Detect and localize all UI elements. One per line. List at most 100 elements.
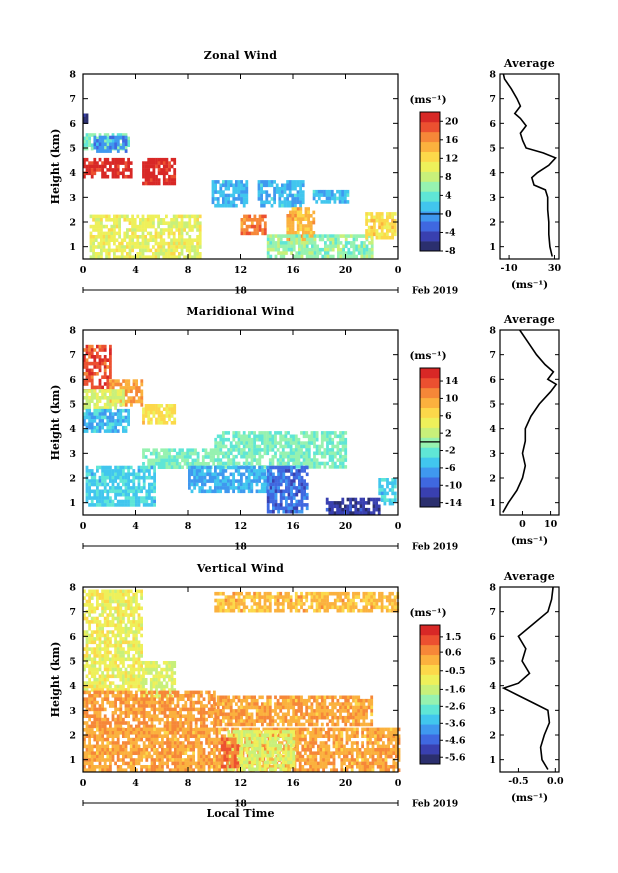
data-cell (180, 238, 184, 242)
data-cell (96, 630, 99, 634)
data-cell (193, 221, 197, 225)
data-cell (274, 486, 278, 490)
data-cell (357, 511, 360, 515)
data-cell (269, 489, 273, 494)
data-cell (131, 218, 134, 222)
data-cell (88, 620, 91, 624)
data-cell (115, 224, 119, 229)
data-cell (336, 444, 340, 449)
data-cell (208, 479, 212, 483)
data-cell (111, 654, 115, 658)
data-cell (245, 479, 248, 483)
data-cell (146, 221, 150, 225)
data-cell (214, 486, 217, 490)
data-cell (219, 719, 223, 723)
data-cell (142, 704, 146, 708)
data-cell (131, 228, 134, 232)
data-cell (170, 157, 174, 162)
data-cell (386, 232, 389, 237)
data-cell (357, 244, 361, 249)
data-cell (147, 157, 151, 162)
data-cell (339, 448, 342, 452)
data-cell (287, 465, 291, 470)
data-cell (88, 606, 91, 611)
data-cell (116, 613, 120, 617)
data-cell (144, 164, 148, 169)
data-cell (85, 146, 89, 151)
data-cell (167, 228, 171, 232)
data-cell (168, 164, 171, 169)
data-cell (106, 499, 110, 504)
data-cell (123, 231, 127, 236)
data-cell (119, 711, 123, 715)
data-cell (140, 626, 143, 631)
data-cell (96, 422, 99, 427)
data-cell (279, 461, 283, 466)
data-cell (360, 247, 364, 252)
data-cell (185, 214, 189, 219)
data-cell (83, 365, 86, 369)
data-cell (170, 695, 174, 699)
data-cell (106, 620, 110, 624)
data-cell (341, 431, 345, 435)
data-cell (106, 482, 110, 487)
data-cell (83, 684, 86, 689)
data-cell (114, 697, 117, 701)
data-cell (375, 215, 379, 220)
data-cell (263, 448, 267, 452)
data-cell (212, 451, 216, 456)
data-cell (258, 444, 262, 449)
data-cell (338, 196, 342, 201)
data-cell (114, 157, 117, 162)
data-cell (222, 180, 225, 184)
data-cell (144, 414, 148, 418)
data-cell (140, 704, 143, 708)
data-cell (145, 700, 149, 705)
data-cell (290, 499, 293, 504)
data-cell (101, 589, 104, 594)
data-cell (170, 241, 173, 246)
data-cell (352, 247, 356, 252)
y-tick-label: 4 (69, 168, 76, 179)
data-cell (103, 674, 107, 679)
data-cell (111, 589, 115, 594)
data-cell (93, 667, 97, 672)
data-cell (323, 702, 327, 706)
data-cell (114, 674, 117, 679)
data-cell (242, 719, 246, 723)
data-cell (186, 455, 190, 459)
data-cell (96, 145, 99, 150)
data-cell (85, 396, 89, 400)
data-cell (186, 465, 190, 469)
data-cell (175, 238, 179, 242)
data-cell (300, 715, 303, 720)
data-cell (284, 454, 288, 459)
data-cell (88, 168, 91, 172)
data-cell (147, 178, 151, 182)
data-cell (98, 690, 102, 695)
data-cell (145, 465, 149, 470)
data-cell (135, 503, 138, 507)
data-cell (278, 200, 282, 205)
data-cell (142, 727, 146, 732)
data-cell (302, 441, 306, 445)
data-cell (105, 255, 108, 259)
data-cell (119, 714, 123, 718)
data-cell (378, 218, 381, 223)
data-cell (380, 215, 384, 220)
data-cell (124, 168, 128, 172)
data-cell (166, 714, 169, 718)
data-cell (124, 711, 128, 715)
data-cell (326, 431, 329, 435)
data-cell (248, 218, 252, 222)
data-cell (157, 671, 161, 675)
data-cell (260, 465, 264, 470)
data-cell (336, 451, 340, 456)
data-cell (170, 455, 174, 459)
data-cell (336, 698, 340, 703)
data-cell (94, 255, 98, 259)
y-tick-label: 7 (69, 350, 76, 361)
data-cell (93, 133, 97, 137)
data-cell (160, 465, 164, 469)
data-cell (124, 667, 128, 672)
